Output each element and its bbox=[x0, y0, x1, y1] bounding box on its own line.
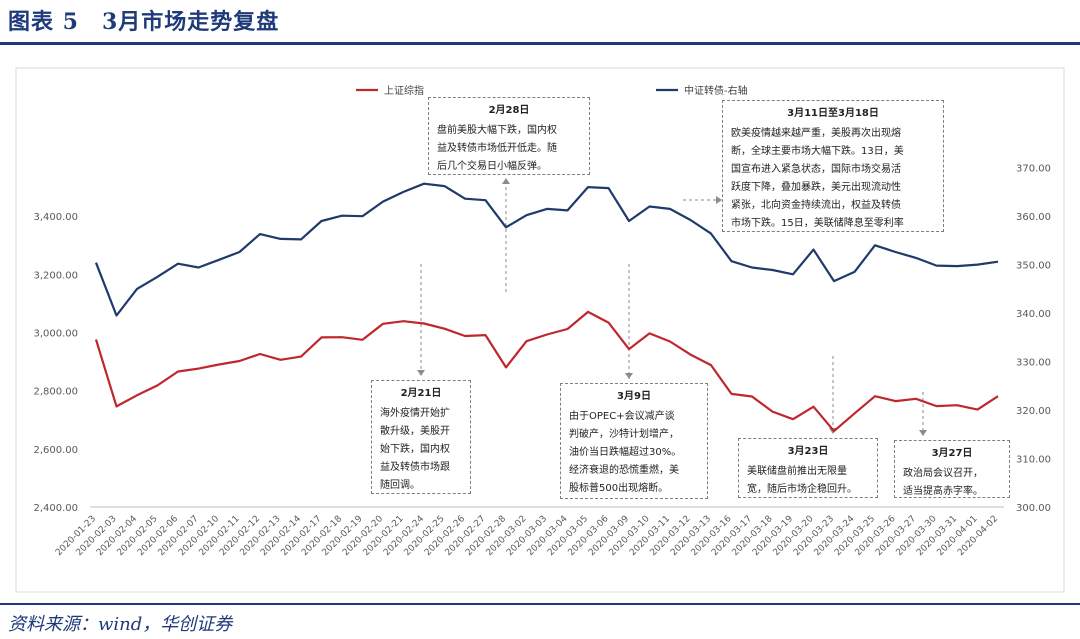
annotation-title: 3月27日 bbox=[931, 448, 973, 459]
y-right-tick-label: 340.00 bbox=[1016, 309, 1051, 320]
annotation-line: 益及转债市场跟 bbox=[380, 462, 450, 473]
annotation-feb28: 2月28日 盘前美股大幅下跌，国内权 益及转债市场低开低走。随 后几个交易日小幅… bbox=[428, 97, 590, 175]
annotation-line: 欧美疫情越来越严重，美股再次出现熔 bbox=[731, 128, 901, 139]
figure-title: 图表 5 3月市场走势复盘 bbox=[8, 9, 280, 35]
line-chart: 2,400.00 2,600.00 2,800.00 3,000.00 3,200.00… bbox=[15, 67, 1065, 593]
annotation-mar11-mar18: 3月11日至3月18日 欧美疫情越来越严重，美股再次出现熔 断，全球主要市场大幅… bbox=[722, 100, 944, 232]
y-right-tick-label: 350.00 bbox=[1016, 261, 1051, 272]
annotation-line: 政治局会议召开， bbox=[903, 468, 983, 479]
series-line-shanghai bbox=[94, 310, 999, 433]
annotation-arrowhead bbox=[417, 370, 425, 376]
annotation-arrowhead bbox=[716, 196, 722, 204]
annotation-arrowhead bbox=[919, 430, 927, 436]
annotation-title: 3月23日 bbox=[787, 446, 829, 457]
annotation-line: 宽，随后市场企稳回升。 bbox=[747, 484, 857, 495]
y-right-tick-label: 370.00 bbox=[1016, 164, 1051, 175]
y-left-tick-label: 2,800.00 bbox=[33, 387, 78, 398]
y-right-tick-label: 320.00 bbox=[1016, 406, 1051, 417]
annotation-line: 判破产，沙特计划增产， bbox=[569, 429, 679, 440]
y-right-tick-label: 310.00 bbox=[1016, 455, 1051, 466]
legend-label: 中证转债-右轴 bbox=[684, 84, 748, 97]
title-rule bbox=[0, 42, 1080, 45]
y-left-tick-label: 3,200.00 bbox=[33, 270, 78, 281]
annotation-line: 适当提高赤字率。 bbox=[903, 486, 983, 497]
annotation-line: 由于OPEC+会议减产谈 bbox=[569, 411, 675, 422]
annotation-arrowhead bbox=[625, 373, 633, 379]
annotation-arrowhead bbox=[502, 178, 510, 184]
annotation-title: 2月21日 bbox=[400, 388, 442, 399]
annotation-line: 油价当日跌幅超过30%。 bbox=[569, 447, 682, 458]
annotation-line: 益及转债市场低开低走。随 bbox=[437, 143, 557, 154]
y-right-tick-label: 300.00 bbox=[1016, 503, 1051, 514]
y-right-tick-label: 330.00 bbox=[1016, 358, 1051, 369]
annotation-line: 后几个交易日小幅反弹。 bbox=[437, 161, 547, 172]
y-left-tick-label: 2,400.00 bbox=[33, 503, 78, 514]
annotation-mar9: 3月9日 由于OPEC+会议减产谈 判破产，沙特计划增产， 油价当日跌幅超过30… bbox=[560, 383, 708, 499]
annotation-mar27: 3月27日 政治局会议召开， 适当提高赤字率。 bbox=[894, 440, 1010, 498]
y-left-tick-label: 2,600.00 bbox=[33, 445, 78, 456]
footer-rule bbox=[0, 603, 1080, 605]
annotation-line: 海外疫情开始扩 bbox=[380, 408, 450, 419]
legend-label: 上证综指 bbox=[384, 84, 424, 97]
annotation-line: 经济衰退的恐慌重燃，美 bbox=[569, 465, 679, 476]
annotation-line: 股标普500出现熔断。 bbox=[569, 483, 669, 494]
chart-frame bbox=[15, 67, 1065, 593]
annotation-feb21: 2月21日 海外疫情开始扩 散升级，美股开 始下跌，国内权 益及转债市场跟 随回… bbox=[371, 380, 471, 494]
annotation-line: 美联储盘前推出无限量 bbox=[747, 466, 847, 477]
annotation-line: 国宣布进入紧急状态，国际市场交易活 bbox=[731, 164, 901, 175]
y-right-tick-label: 360.00 bbox=[1016, 212, 1051, 223]
series-line-convertible bbox=[94, 182, 999, 317]
annotation-line: 市场下跌。15日，美联储降息至零利率 bbox=[731, 218, 904, 229]
y-left-tick-label: 3,400.00 bbox=[33, 212, 78, 223]
annotation-title: 3月11日至3月18日 bbox=[787, 108, 879, 119]
source-note: 资料来源：wind，华创证券 bbox=[8, 614, 233, 635]
annotation-line: 散升级，美股开 bbox=[380, 426, 450, 437]
annotation-line: 始下跌，国内权 bbox=[380, 444, 450, 455]
annotation-line: 随回调。 bbox=[380, 480, 420, 491]
annotation-line: 跃度下降，叠加暴跌，美元出现流动性 bbox=[731, 182, 901, 193]
annotation-title: 3月9日 bbox=[617, 391, 651, 402]
annotation-line: 盘前美股大幅下跌，国内权 bbox=[437, 125, 557, 136]
y-left-tick-label: 3,000.00 bbox=[33, 329, 78, 340]
annotation-title: 2月28日 bbox=[488, 105, 530, 116]
annotation-mar23: 3月23日 美联储盘前推出无限量 宽，随后市场企稳回升。 bbox=[738, 438, 878, 498]
annotation-line: 断，全球主要市场大幅下跌。13日，美 bbox=[731, 146, 904, 157]
annotation-line: 紧张，北向资金持续流出，权益及转债 bbox=[731, 200, 901, 211]
